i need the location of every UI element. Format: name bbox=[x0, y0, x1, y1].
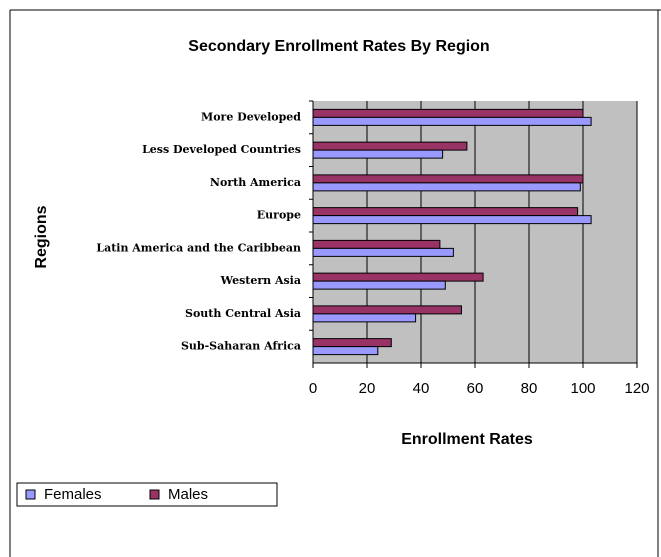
x-axis-label: Enrollment Rates bbox=[401, 431, 533, 448]
legend-box bbox=[16, 482, 278, 507]
bar bbox=[312, 280, 446, 290]
x-tick-label: 60 bbox=[467, 380, 484, 397]
bar bbox=[312, 116, 592, 126]
bar bbox=[312, 239, 441, 249]
x-tick-label: 40 bbox=[413, 380, 430, 397]
bar bbox=[312, 346, 379, 356]
bar bbox=[312, 182, 581, 192]
x-tick-label: 0 bbox=[309, 380, 317, 397]
legend-label: Females bbox=[44, 486, 102, 503]
bar bbox=[312, 141, 468, 151]
x-tick-label: 120 bbox=[624, 380, 649, 397]
bar bbox=[312, 174, 584, 184]
bar bbox=[312, 108, 584, 118]
y-tick-label: More Developed bbox=[201, 110, 301, 123]
bar bbox=[312, 272, 484, 282]
chart-title: Secondary Enrollment Rates By Region bbox=[188, 38, 489, 55]
y-tick-label: South Central Asia bbox=[185, 307, 301, 320]
y-tick-label: Latin America and the Caribbean bbox=[96, 241, 301, 254]
bar bbox=[312, 215, 592, 225]
y-tick-label: Europe bbox=[257, 209, 301, 222]
x-tick-label: 100 bbox=[570, 380, 595, 397]
legend-swatch bbox=[149, 489, 160, 500]
legend-label: Males bbox=[168, 486, 208, 503]
y-tick-label: Western Asia bbox=[220, 274, 301, 287]
bar bbox=[312, 338, 392, 348]
bar bbox=[312, 247, 454, 257]
x-tick-label: 20 bbox=[359, 380, 376, 397]
bar bbox=[312, 313, 417, 323]
y-axis-label: Regions bbox=[33, 205, 50, 268]
bar bbox=[312, 207, 579, 217]
y-tick-label: Less Developed Countries bbox=[142, 143, 301, 156]
y-tick-label: Sub-Saharan Africa bbox=[181, 340, 301, 353]
bar bbox=[312, 149, 444, 159]
legend-swatch bbox=[25, 489, 36, 500]
bar bbox=[312, 305, 462, 315]
y-tick-label: North America bbox=[210, 176, 301, 189]
x-tick-label: 80 bbox=[521, 380, 538, 397]
